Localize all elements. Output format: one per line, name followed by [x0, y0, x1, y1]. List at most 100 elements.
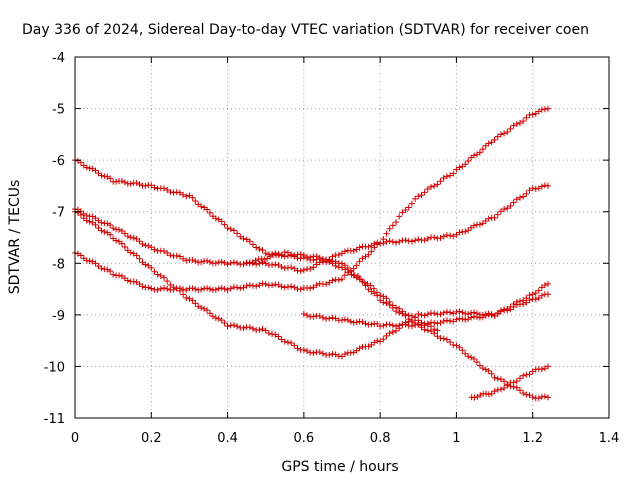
- series-D: [72, 105, 551, 294]
- data-point: [380, 336, 387, 343]
- data-point: [206, 285, 213, 292]
- data-point: [523, 190, 530, 197]
- data-point: [424, 311, 431, 318]
- data-point: [421, 237, 428, 244]
- data-point: [544, 394, 551, 401]
- data-point: [259, 326, 266, 333]
- data-point: [544, 280, 551, 287]
- data-point: [386, 225, 393, 232]
- data-point: [183, 193, 190, 200]
- data-point: [316, 349, 323, 356]
- x-tick-label: 1.2: [522, 431, 543, 446]
- data-point: [173, 252, 180, 259]
- data-point: [243, 236, 250, 243]
- data-point: [523, 295, 530, 302]
- data-point: [212, 286, 219, 293]
- data-point: [383, 238, 390, 245]
- data-point: [164, 250, 171, 257]
- data-point: [272, 331, 279, 338]
- data-point: [189, 194, 196, 201]
- data-point: [513, 384, 520, 391]
- data-point: [443, 173, 450, 180]
- data-point: [332, 315, 339, 322]
- data-point: [189, 256, 196, 263]
- data-point: [479, 146, 486, 153]
- data-point: [151, 184, 158, 191]
- data-point: [183, 257, 190, 264]
- x-tick-label: 0: [71, 431, 79, 446]
- data-point: [374, 241, 381, 248]
- data-point: [362, 320, 369, 327]
- y-tick-label: -9: [52, 309, 65, 324]
- data-point: [118, 240, 125, 247]
- y-tick-label: -7: [52, 206, 65, 221]
- data-point: [262, 281, 269, 288]
- data-point: [164, 187, 171, 194]
- data-point: [365, 243, 372, 250]
- data-point: [365, 251, 372, 258]
- data-point: [520, 390, 527, 397]
- data-point: [180, 286, 187, 293]
- y-tick-label: -5: [52, 103, 65, 118]
- data-point: [383, 332, 390, 339]
- data-point: [288, 264, 295, 271]
- data-point: [161, 248, 167, 255]
- data-point: [204, 307, 211, 314]
- data-point: [335, 277, 342, 284]
- data-point: [288, 251, 295, 258]
- data-point: [520, 193, 527, 200]
- data-point: [513, 120, 520, 127]
- data-point: [300, 266, 307, 273]
- data-point: [204, 257, 211, 264]
- data-point: [313, 282, 320, 289]
- data-point: [329, 253, 336, 260]
- data-point: [491, 388, 498, 395]
- data-point: [339, 276, 345, 283]
- data-point: [431, 182, 438, 189]
- data-point: [541, 282, 548, 289]
- data-point: [167, 252, 174, 259]
- data-point: [456, 164, 463, 171]
- data-point: [218, 218, 225, 225]
- data-point: [253, 261, 260, 268]
- data-point: [510, 122, 517, 129]
- data-point: [198, 203, 205, 210]
- y-tick-label: -4: [52, 51, 65, 66]
- data-point: [92, 167, 99, 174]
- data-point: [431, 310, 438, 317]
- data-point: [386, 330, 393, 337]
- data-point: [450, 310, 457, 317]
- data-point: [421, 312, 428, 319]
- data-point: [437, 319, 444, 326]
- data-point: [176, 189, 183, 196]
- data-point: [278, 251, 285, 258]
- data-point: [323, 281, 330, 288]
- data-point: [501, 385, 508, 392]
- data-point: [529, 111, 536, 118]
- data-point: [538, 393, 545, 400]
- data-point: [354, 273, 361, 280]
- data-point: [459, 347, 466, 354]
- data-point: [234, 284, 241, 291]
- data-point: [227, 285, 234, 292]
- data-point: [471, 152, 478, 159]
- data-point: [319, 350, 326, 357]
- data-point: [544, 363, 551, 370]
- data-point: [189, 285, 196, 292]
- data-point: [341, 248, 348, 255]
- data-point: [494, 133, 501, 140]
- data-point: [230, 322, 237, 328]
- data-point: [450, 170, 457, 177]
- data-point: [180, 291, 187, 298]
- data-point: [462, 316, 469, 323]
- data-point: [204, 206, 211, 213]
- data-point: [176, 285, 183, 292]
- data-point: [443, 308, 450, 315]
- data-point: [246, 324, 253, 331]
- x-tick-label: 0.8: [370, 431, 391, 446]
- data-point: [456, 315, 463, 322]
- data-point: [437, 234, 444, 241]
- data-point: [507, 202, 514, 209]
- data-point: [339, 317, 345, 324]
